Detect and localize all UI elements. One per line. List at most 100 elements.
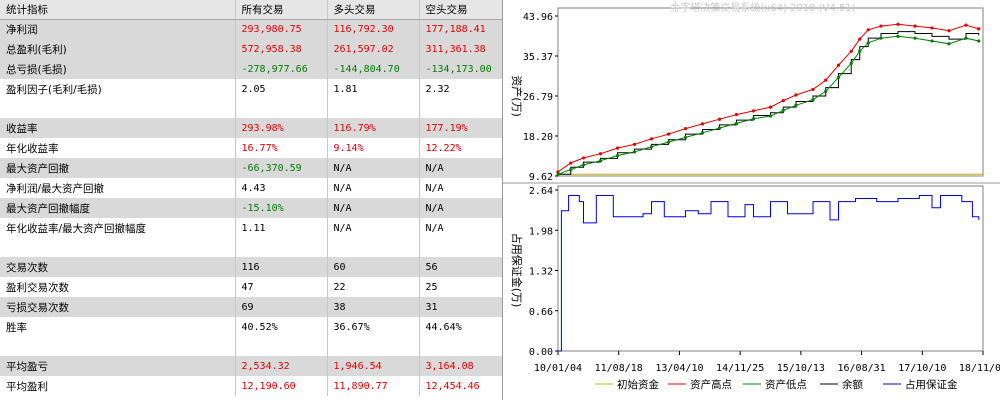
row-label: 年化收益率 [0,138,236,158]
series-point [781,108,785,112]
table-cell: 261,597.02 [327,39,420,59]
series-point [849,61,853,65]
series-point [964,36,968,40]
series-point [734,121,739,126]
table-cell: 25 [419,277,502,297]
y-tick-label: 1.32 [529,267,553,278]
series-point [717,126,722,130]
series-point [866,41,870,45]
table-cell: 4.43 [235,178,328,198]
series-point [649,145,654,149]
table-cell: N/A [419,218,502,238]
series-point [896,22,900,26]
table-row: 亏损交易次数 69 38 31 [0,297,502,317]
table-cell: 60 [327,257,420,277]
series-point [717,117,722,121]
legend-balance-label: 余额 [842,378,863,391]
series-point [666,140,671,144]
table-cell [327,337,420,356]
table-cell: N/A [419,158,502,178]
table-cell [419,238,502,257]
row-label: 亏损交易次数 [0,297,236,317]
column-header[interactable]: 空头交易 [419,0,502,20]
table-row: 盈利因子(毛利/毛损) 2.05 1.81 2.32 [0,79,502,99]
series-line [557,23,979,173]
table-cell: N/A [327,178,420,198]
series-point [569,161,573,165]
series-point [751,109,756,113]
series-point [896,34,900,38]
table-cell: 47 [235,277,328,297]
table-row: 收益率 293.98% 116.79% 177.19% [0,118,502,138]
table-row: 净利润/最大资产回撤 4.43 N/A N/A [0,178,502,198]
table-cell: 12,454.46 [419,376,502,396]
series-point [879,24,883,28]
series-point [632,142,637,147]
table-cell: 293.98% [235,118,328,138]
row-label: 净利润 [0,19,236,39]
series-point [700,122,705,126]
row-label: 盈利交易次数 [0,277,236,297]
table-cell: 572,958.38 [235,39,328,59]
column-header[interactable]: 所有交易 [235,0,328,20]
lower-y-axis-label: 占用保证金(万) [510,233,524,308]
row-label: 最大资产回撤 [0,158,236,178]
legend-high-label: 资产高点 [690,378,732,391]
series-point [768,114,773,118]
column-header[interactable]: 多头交易 [327,0,420,20]
table-header-row: 统计指标 所有交易 多头交易 空头交易 [0,0,502,20]
y-tick-label: 18.20 [523,132,553,143]
series-point [734,112,739,117]
table-cell: 1,946.54 [327,356,420,376]
row-label: 交易次数 [0,257,236,277]
table-row: 交易次数 116 60 56 [0,257,502,277]
series-line [557,35,979,175]
y-tick-label: 0.66 [529,307,553,318]
series-point [824,78,828,82]
legend-low-label: 资产低点 [765,378,807,391]
series-point [811,87,815,92]
table-cell: 12.22% [419,138,502,158]
table-spacer-row [0,337,502,356]
series-point [849,49,853,53]
table-cell: N/A [419,178,502,198]
series-point [879,36,883,40]
x-tick-label: 18/11/08 [959,363,1000,374]
y-tick-label: 0.00 [529,347,553,358]
table-cell: 56 [419,257,502,277]
table-cell: 36.67% [327,317,420,337]
column-header[interactable]: 统计指标 [0,0,236,20]
row-label: 盈利因子(毛利/毛损) [0,79,236,99]
series-point [556,172,560,176]
table-cell: 177,188.41 [419,19,502,39]
series-point [836,75,841,79]
series-point [977,27,981,31]
table-cell: N/A [327,198,420,218]
table-cell: 38 [327,297,420,317]
series-point [615,146,620,150]
table-spacer-row [0,99,502,118]
upper-plot-frame [557,7,984,177]
statistics-panel: 统计指标 所有交易 多头交易 空头交易 净利润 293,980.75 116,792.30 1… [0,0,502,396]
series-point [666,132,671,136]
series-point [930,26,934,30]
table-cell: 293,980.75 [235,19,328,39]
series-point [569,167,573,172]
series-point [811,98,815,102]
series-point [913,24,917,28]
series-point [947,42,951,46]
table-cell: 2.32 [419,79,502,99]
series-point [751,117,756,121]
series-point [598,152,603,156]
legend-margin-label: 占用保证金 [905,378,958,391]
table-row: 净利润 293,980.75 116,792.30 177,188.41 [0,19,502,39]
legend-initial-label: 初始资金 [617,378,659,391]
row-label [0,238,236,257]
x-tick-label: 16/08/31 [837,363,885,374]
row-label: 年化收益率/最大资产回撤幅度 [0,218,236,238]
table-cell: 16.77% [235,138,328,158]
x-tick-label: 11/08/18 [595,363,643,374]
series-point [794,93,798,97]
x-tick-label: 17/10/10 [898,363,946,374]
series-point [858,37,862,41]
